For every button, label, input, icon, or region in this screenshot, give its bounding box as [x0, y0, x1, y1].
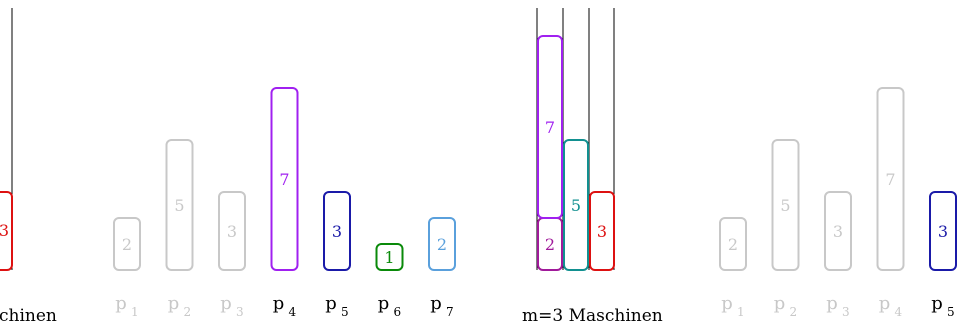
job-box [771, 139, 800, 271]
job-box [719, 217, 747, 271]
job-label: p [325, 293, 337, 314]
machines-panel: m=3 Maschinen 2 7 53 [522, 8, 663, 323]
job-value: 7 [545, 118, 555, 137]
job-box [929, 191, 957, 271]
job-box [563, 139, 589, 271]
job-item: 3p 3 [824, 191, 852, 319]
job-item: 3p 3 [218, 191, 246, 319]
job-box [323, 191, 351, 271]
job-box [218, 191, 246, 271]
job-item: 2 p 7 [428, 217, 456, 319]
job-value: 3 [332, 222, 342, 241]
job-label: p [168, 293, 180, 314]
job-value: 5 [174, 196, 184, 215]
job-label-subscript: 3 [842, 305, 850, 319]
job-box [876, 87, 905, 271]
job-box [113, 217, 141, 271]
job-item: 7 p 4 [270, 87, 299, 319]
job-label: p [220, 293, 232, 314]
job-box [589, 191, 615, 271]
job-label-subscript: 7 [446, 305, 454, 319]
job-value: 5 [780, 196, 790, 215]
job-value: 5 [571, 196, 581, 215]
job-box [824, 191, 852, 271]
job-value: 1 [384, 248, 394, 267]
job-value: 2 [122, 235, 132, 254]
job-value: 3 [0, 221, 9, 240]
job-label: p [826, 293, 838, 314]
job-box [428, 217, 456, 271]
job-box [375, 243, 404, 271]
job-value: 3 [938, 222, 948, 241]
job-label: p [721, 293, 733, 314]
job-box [537, 35, 563, 219]
job-label-subscript: 4 [895, 305, 903, 319]
job-label: p [430, 293, 442, 314]
scheduled-job: 2 [537, 217, 563, 271]
job-value: 3 [833, 222, 843, 241]
job-label: p [378, 293, 390, 314]
job-box [165, 139, 194, 271]
job-label-subscript: 6 [394, 305, 402, 319]
job-label-subscript: 5 [341, 305, 349, 319]
job-item: 5 p 2 [165, 139, 194, 319]
job-item: 5 p 2 [771, 139, 800, 319]
job-item: 1 p 6 [375, 243, 404, 319]
job-value: 3 [227, 222, 237, 241]
job-label: p [879, 293, 891, 314]
jobs-panel-1: 2p 15p 23p 37p 43p 51p 62p 7 [113, 87, 456, 319]
job-label: p [774, 293, 786, 314]
job-box [0, 191, 13, 271]
job-box [270, 87, 299, 271]
job-item: 2 p 1 [719, 217, 747, 319]
machines-caption: m=3 Maschinen [522, 306, 663, 323]
job-label-subscript: 1 [131, 305, 139, 319]
job-label-subscript: 3 [236, 305, 244, 319]
job-label: p [115, 293, 127, 314]
job-value: 7 [279, 170, 289, 189]
jobs-panel-2: 2p 15p 23p 37p 43p 5 [719, 87, 957, 319]
job-label: p [931, 293, 943, 314]
job-item: 3 p 5 [929, 191, 957, 319]
job-label-subscript: 2 [184, 305, 192, 319]
scheduled-job: 3 [589, 191, 615, 271]
job-item: 7 p 4 [876, 87, 905, 319]
job-value: 3 [597, 222, 607, 241]
job-label-subscript: 1 [737, 305, 745, 319]
job-value: 7 [885, 170, 895, 189]
job-label: p [273, 293, 285, 314]
job-item: 3 p 5 [323, 191, 351, 319]
job-item: 2 p 1 [113, 217, 141, 319]
job-label-subscript: 4 [289, 305, 297, 319]
machines-caption: chinen [0, 306, 57, 323]
left-panel: 3 chinen [0, 8, 57, 323]
job-label-subscript: 2 [790, 305, 798, 319]
job-value: 2 [545, 235, 555, 254]
job-label-subscript: 5 [947, 305, 955, 319]
scheduled-job: 5 [563, 139, 589, 271]
job-value: 2 [728, 235, 738, 254]
job-value: 2 [437, 235, 447, 254]
scheduled-job: 7 [537, 35, 563, 219]
